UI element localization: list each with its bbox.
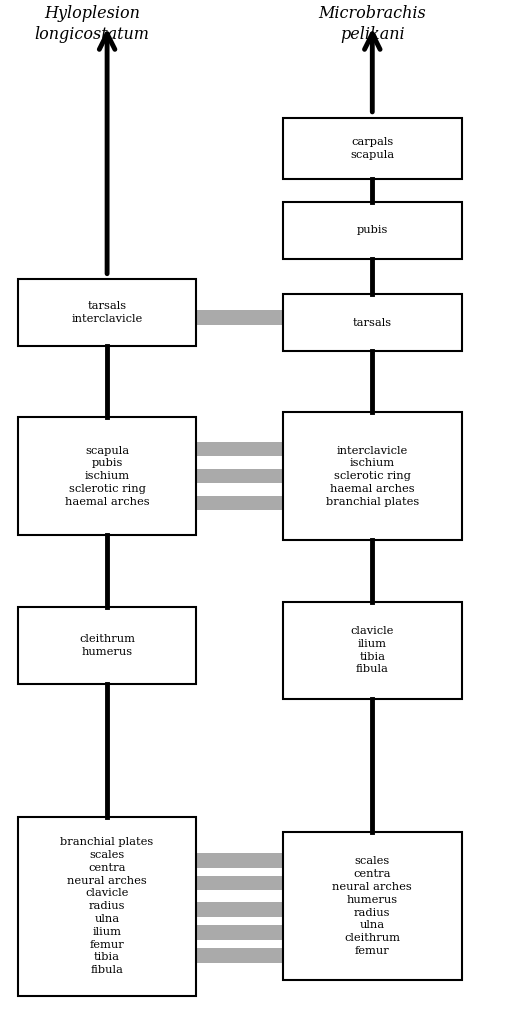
Bar: [282, 602, 461, 698]
Bar: [196, 310, 282, 325]
Text: carpals
scapula: carpals scapula: [350, 137, 393, 160]
Bar: [282, 118, 461, 179]
Text: branchial plates
scales
centra
neural arches
clavicle
radius
ulna
ilium
femur
ti: branchial plates scales centra neural ar…: [61, 838, 153, 975]
Text: Hyloplesion
longicostatum: Hyloplesion longicostatum: [34, 5, 149, 43]
Text: scales
centra
neural arches
humerus
radius
ulna
cleithrum
femur: scales centra neural arches humerus radi…: [332, 856, 411, 956]
Bar: [282, 294, 461, 350]
Bar: [196, 442, 282, 457]
Text: pubis: pubis: [356, 225, 387, 236]
Bar: [196, 948, 282, 963]
Bar: [196, 853, 282, 867]
Bar: [196, 496, 282, 510]
Bar: [196, 877, 282, 891]
Text: interclavicle
ischium
sclerotic ring
haemal arches
branchial plates: interclavicle ischium sclerotic ring hae…: [325, 445, 418, 507]
Text: scapula
pubis
ischium
sclerotic ring
haemal arches: scapula pubis ischium sclerotic ring hae…: [65, 445, 149, 507]
Bar: [18, 279, 196, 346]
Bar: [18, 418, 196, 535]
Bar: [196, 902, 282, 916]
Bar: [282, 831, 461, 981]
Bar: [18, 606, 196, 684]
Text: clavicle
ilium
tibia
fibula: clavicle ilium tibia fibula: [350, 626, 393, 675]
Bar: [196, 469, 282, 483]
Text: tarsals
interclavicle: tarsals interclavicle: [71, 301, 143, 324]
Bar: [282, 412, 461, 541]
Bar: [18, 817, 196, 995]
Text: Microbrachis
pelikani: Microbrachis pelikani: [318, 5, 426, 43]
Text: cleithrum
humerus: cleithrum humerus: [79, 634, 135, 656]
Bar: [196, 926, 282, 940]
Text: tarsals: tarsals: [352, 317, 391, 328]
Bar: [282, 202, 461, 258]
